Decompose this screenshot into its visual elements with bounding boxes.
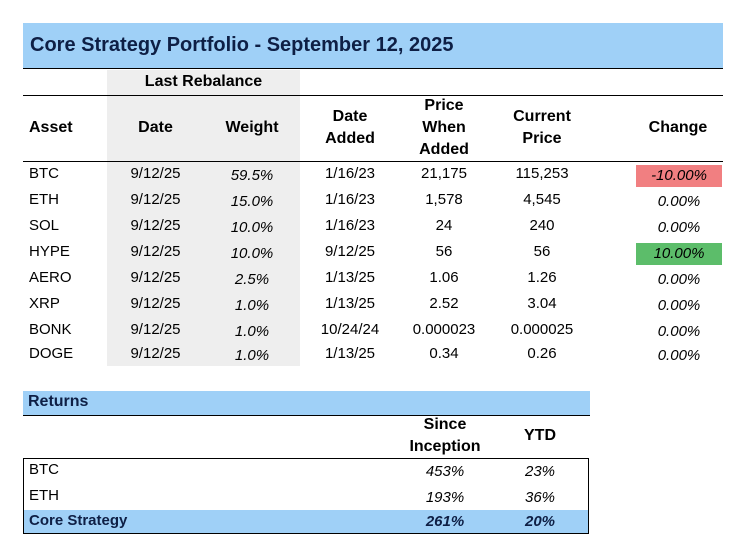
ytd-cell: 20% xyxy=(524,513,556,530)
current-price-cell: 3.04 xyxy=(527,295,557,312)
change-cell-positive: 10.00% xyxy=(636,243,722,265)
price-added-cell: 0.34 xyxy=(429,345,459,362)
title-underline xyxy=(23,68,723,69)
table-row: BONK 9/12/25 1.0% 10/24/24 0.000023 0.00… xyxy=(0,318,750,344)
returns-title: Returns xyxy=(28,393,89,410)
returns-header-rule xyxy=(23,415,590,416)
current-price-cell: 0.26 xyxy=(527,345,557,362)
table-row: AERO 9/12/25 2.5% 1/13/25 1.06 1.26 0.00… xyxy=(0,266,750,292)
weight-cell: 1.0% xyxy=(234,323,270,340)
date-added-cell: 1/13/25 xyxy=(324,345,376,362)
current-price-cell: 1.26 xyxy=(527,269,557,286)
asset-cell: HYPE xyxy=(29,243,70,260)
current-price-cell: 240 xyxy=(529,217,555,234)
header-rule-top xyxy=(23,95,723,96)
col-header-price-added: Price When Added xyxy=(419,97,469,158)
ytd-cell: 23% xyxy=(524,463,556,480)
col-header-asset: Asset xyxy=(29,119,73,136)
date-cell: 9/12/25 xyxy=(130,243,181,260)
date-cell: 9/12/25 xyxy=(130,191,181,208)
price-added-cell: 24 xyxy=(435,217,453,234)
asset-cell: SOL xyxy=(29,217,60,234)
table-row: XRP 9/12/25 1.0% 1/13/25 2.52 3.04 0.00% xyxy=(0,292,750,318)
col-header-change: Change xyxy=(648,119,708,136)
col-header-date-added: Date Added xyxy=(325,108,375,147)
returns-row: BTC 453% 23% xyxy=(0,459,750,484)
since-inception-cell: 193% xyxy=(425,489,465,506)
change-cell: 0.00% xyxy=(657,347,701,364)
date-added-cell: 1/16/23 xyxy=(324,191,376,208)
asset-cell: AERO xyxy=(29,269,72,286)
returns-name-cell: Core Strategy xyxy=(29,512,128,529)
date-added-cell: 1/13/25 xyxy=(324,269,376,286)
date-added-cell: 9/12/25 xyxy=(324,243,376,260)
change-cell: 0.00% xyxy=(657,323,701,340)
weight-cell: 10.0% xyxy=(230,219,274,236)
returns-row: ETH 193% 36% xyxy=(0,485,750,510)
weight-cell: 59.5% xyxy=(230,167,274,184)
table-row: SOL 9/12/25 10.0% 1/16/23 24 240 0.00% xyxy=(0,214,750,240)
current-price-cell: 115,253 xyxy=(515,165,569,182)
date-cell: 9/12/25 xyxy=(130,165,181,182)
asset-cell: BTC xyxy=(29,165,59,182)
weight-cell: 1.0% xyxy=(234,347,270,364)
date-added-cell: 1/16/23 xyxy=(324,217,376,234)
date-added-cell: 1/16/23 xyxy=(324,165,376,182)
returns-table xyxy=(23,458,589,534)
date-added-cell: 10/24/24 xyxy=(320,321,380,338)
price-added-cell: 2.52 xyxy=(429,295,459,312)
weight-cell: 10.0% xyxy=(230,245,274,262)
price-added-cell: 56 xyxy=(435,243,453,260)
since-inception-cell: 261% xyxy=(425,513,465,530)
date-cell: 9/12/25 xyxy=(130,217,181,234)
date-cell: 9/12/25 xyxy=(130,321,181,338)
weight-cell: 15.0% xyxy=(230,193,274,210)
change-cell-negative: -10.00% xyxy=(636,165,722,187)
returns-name-cell: ETH xyxy=(29,487,59,504)
date-cell: 9/12/25 xyxy=(130,345,181,362)
returns-header-bar xyxy=(23,391,590,415)
date-added-cell: 1/13/25 xyxy=(324,295,376,312)
since-inception-cell: 453% xyxy=(425,463,465,480)
title-bar xyxy=(23,23,723,68)
table-row: ETH 9/12/25 15.0% 1/16/23 1,578 4,545 0.… xyxy=(0,188,750,214)
asset-cell: DOGE xyxy=(29,345,74,362)
change-cell: 0.00% xyxy=(657,219,701,236)
change-cell: 0.00% xyxy=(657,193,701,210)
header-rule-bottom xyxy=(23,161,723,162)
core-strategy-highlight xyxy=(24,510,588,533)
ytd-cell: 36% xyxy=(524,489,556,506)
page-title: Core Strategy Portfolio - September 12, … xyxy=(30,34,454,56)
current-price-cell: 56 xyxy=(533,243,551,260)
last-rebalance-header: Last Rebalance xyxy=(144,73,263,90)
price-added-cell: 0.000023 xyxy=(412,321,476,338)
price-added-cell: 1,578 xyxy=(425,191,463,208)
table-row: DOGE 9/12/25 1.0% 1/13/25 0.34 0.26 0.00… xyxy=(0,342,750,368)
current-price-cell: 4,545 xyxy=(523,191,561,208)
current-price-cell: 0.000025 xyxy=(510,321,574,338)
table-row: BTC 9/12/25 59.5% 1/16/23 21,175 115,253… xyxy=(0,162,750,188)
col-header-date: Date xyxy=(138,119,173,136)
col-header-weight: Weight xyxy=(225,119,279,136)
col-header-ytd: YTD xyxy=(524,427,556,444)
table-row: HYPE 9/12/25 10.0% 9/12/25 56 56 10.00% xyxy=(0,240,750,266)
asset-cell: BONK xyxy=(29,321,72,338)
date-cell: 9/12/25 xyxy=(130,269,181,286)
weight-cell: 2.5% xyxy=(234,271,270,288)
price-added-cell: 21,175 xyxy=(421,165,467,182)
date-cell: 9/12/25 xyxy=(130,295,181,312)
returns-name-cell: BTC xyxy=(29,461,59,478)
change-cell: 0.00% xyxy=(657,297,701,314)
col-header-current-price: Current Price xyxy=(513,108,571,147)
returns-row-core-strategy: Core Strategy 261% 20% xyxy=(0,510,750,533)
price-added-cell: 1.06 xyxy=(429,269,459,286)
weight-cell: 1.0% xyxy=(234,297,270,314)
change-cell: 0.00% xyxy=(657,271,701,288)
asset-cell: XRP xyxy=(29,295,60,312)
col-header-since-inception: Since Inception xyxy=(409,416,481,455)
last-rebalance-shade xyxy=(107,70,300,366)
asset-cell: ETH xyxy=(29,191,59,208)
